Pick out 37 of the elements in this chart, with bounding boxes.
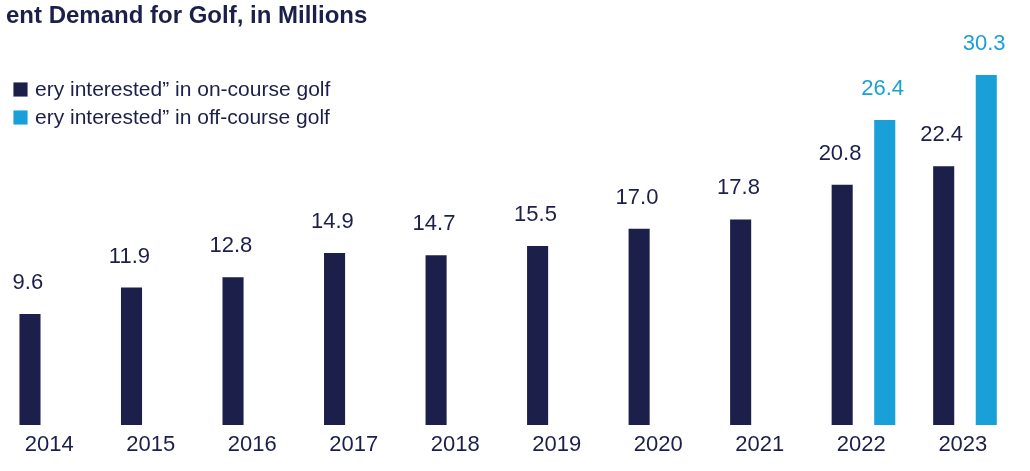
legend-label: ery interested” in off-course golf <box>35 104 331 128</box>
data-label: 11.9 <box>108 242 150 268</box>
data-label: 12.8 <box>209 232 253 258</box>
x-tick-label: 2022 <box>836 430 886 456</box>
x-tick-label: 2019 <box>532 430 582 456</box>
bar <box>120 287 143 425</box>
bar <box>425 255 447 425</box>
bar <box>324 252 346 425</box>
data-label: 26.4 <box>861 75 905 101</box>
chart-title: ent Demand for Golf, in Millions <box>6 1 368 28</box>
bar <box>222 277 244 425</box>
bar <box>527 245 549 425</box>
data-label: 17.0 <box>615 183 659 209</box>
x-tick-label: 2016 <box>227 430 277 456</box>
data-label: 30.3 <box>962 30 1006 55</box>
x-tick-label: 2021 <box>735 430 785 456</box>
x-tick-label: 2014 <box>24 430 74 456</box>
bar <box>831 184 853 425</box>
x-tick-label: 2018 <box>430 430 480 456</box>
data-label: 17.8 <box>717 174 760 200</box>
bar <box>730 219 752 425</box>
data-label: 20.8 <box>818 139 862 165</box>
x-tick-label: 2017 <box>329 430 379 456</box>
bar <box>874 120 896 425</box>
data-label: 22.4 <box>920 121 963 147</box>
legend-label: ery interested” in on-course golf <box>35 76 331 100</box>
bar <box>19 314 41 425</box>
bar <box>933 166 955 425</box>
x-tick-label: 2023 <box>938 430 988 456</box>
data-label: 15.5 <box>514 200 557 226</box>
bar <box>628 228 650 425</box>
data-label: 9.6 <box>12 269 44 295</box>
x-tick-label: 2015 <box>126 430 176 456</box>
x-tick-label: 2020 <box>633 430 683 456</box>
data-label: 14.7 <box>412 210 456 236</box>
bar <box>975 75 997 425</box>
data-label: 14.9 <box>311 207 354 233</box>
